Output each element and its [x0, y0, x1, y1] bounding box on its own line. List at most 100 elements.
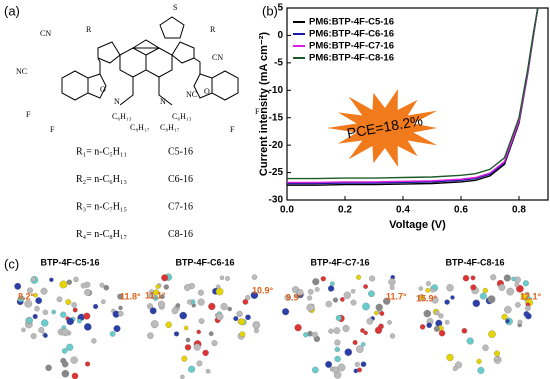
atom: [450, 295, 455, 300]
atom: [208, 302, 216, 311]
atom: [83, 312, 91, 320]
atom: [77, 318, 82, 324]
panel-label: (c): [4, 256, 19, 271]
atom: [514, 282, 520, 288]
atom: [165, 321, 172, 328]
atom: [14, 282, 22, 290]
y-tick-label: -20: [269, 140, 284, 151]
atom: [181, 355, 188, 362]
atom: [498, 283, 506, 291]
atom: [389, 285, 395, 291]
atom: [193, 343, 201, 351]
atom: [334, 339, 341, 346]
atom: [34, 305, 40, 312]
atom: [342, 324, 350, 333]
atom: [43, 333, 48, 338]
atom: [184, 284, 191, 291]
molecule-title: BTP-4F-C6-16: [175, 257, 234, 267]
atom: [344, 348, 353, 356]
atom: [487, 295, 496, 304]
atom: [215, 287, 224, 296]
atom: [470, 284, 477, 291]
structure-label: N: [114, 97, 120, 106]
y-tick-label: 0: [277, 30, 283, 41]
atom: [303, 332, 309, 338]
substituent-name: C8-16: [168, 229, 193, 240]
atom: [242, 299, 249, 305]
atom: [374, 310, 379, 316]
atom: [389, 333, 396, 339]
atom: [423, 309, 432, 318]
atom: [38, 327, 45, 333]
atom: [155, 284, 161, 290]
molecule-models: [14, 273, 533, 379]
atom: [375, 303, 383, 311]
structure-skeleton: [61, 16, 239, 106]
atom: [284, 294, 291, 301]
atom: [444, 319, 450, 325]
atom: [61, 360, 69, 368]
starburst: [327, 89, 438, 167]
atom: [360, 328, 365, 333]
panel-label: (b): [262, 3, 278, 18]
atom: [494, 356, 500, 362]
atom: [71, 302, 77, 308]
atom: [444, 299, 450, 305]
atom: [452, 366, 458, 372]
atom: [61, 369, 70, 378]
atom: [65, 299, 72, 305]
y-axis-title: Current intensity (mA cm⁻²): [258, 32, 270, 176]
panel-label: (a): [4, 3, 20, 18]
structure-label: NC: [16, 67, 27, 76]
atom: [220, 303, 228, 311]
atom: [71, 372, 79, 379]
atom: [383, 297, 391, 305]
atom: [470, 275, 476, 281]
substituent-formula: R₁= n-C₅H₁₁: [76, 146, 127, 157]
atom: [150, 320, 159, 329]
legend-label: PM6:BTP-4F-C8-16: [309, 53, 394, 64]
dihedral-angle: 11.7°: [386, 291, 407, 301]
atom: [329, 281, 335, 287]
atom: [307, 288, 314, 295]
legend-label: PM6:BTP-4F-C5-16: [309, 17, 394, 28]
atom: [363, 284, 368, 289]
atom: [333, 327, 341, 334]
atom: [343, 291, 351, 299]
atom: [147, 332, 154, 339]
substituent-name: C5-16: [168, 146, 193, 157]
atom: [27, 287, 33, 294]
atom: [466, 337, 474, 345]
structure-label: N: [160, 97, 166, 106]
atom: [80, 282, 87, 289]
atom: [202, 349, 209, 357]
atom: [56, 296, 63, 303]
atom: [183, 325, 189, 331]
atom: [525, 312, 532, 320]
atom: [153, 289, 160, 296]
atom: [211, 340, 218, 347]
atom: [32, 313, 38, 320]
atom: [30, 333, 37, 340]
substituent-formula: R₂= n-C₆H₁₃: [76, 174, 127, 185]
substituent-name: C6-16: [168, 174, 193, 185]
atom: [511, 276, 516, 282]
atom: [51, 309, 56, 315]
atom: [517, 319, 523, 325]
structure-label: CN: [212, 53, 223, 62]
atom: [45, 364, 52, 372]
atom: [430, 287, 435, 293]
atom: [479, 292, 487, 300]
molecule-title: BTP-4F-C8-16: [445, 257, 504, 267]
atom: [515, 302, 521, 308]
atom: [157, 300, 165, 308]
atom: [251, 274, 258, 280]
atom: [472, 299, 481, 308]
atom: [282, 308, 290, 316]
atom: [117, 293, 124, 300]
atom: [462, 275, 470, 282]
atom: [250, 291, 259, 299]
atom: [245, 295, 251, 301]
atom: [354, 361, 360, 367]
atom: [501, 313, 508, 320]
